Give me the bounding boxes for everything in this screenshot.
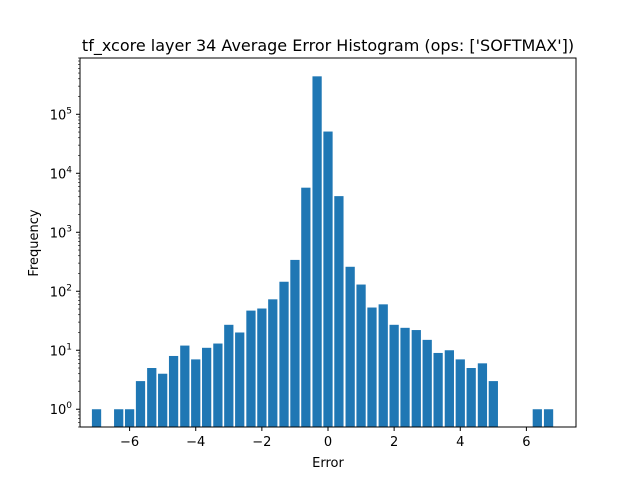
y-tick-label: 100 bbox=[50, 401, 73, 418]
histogram-bar bbox=[312, 76, 322, 428]
histogram-bar bbox=[268, 299, 278, 427]
x-tick-label: −6 bbox=[120, 435, 139, 450]
histogram-bar bbox=[301, 187, 311, 427]
histogram-bar bbox=[191, 359, 201, 427]
y-axis-label: Frequency bbox=[27, 209, 42, 276]
histogram-bar bbox=[257, 308, 267, 427]
x-tick-label: 6 bbox=[522, 435, 530, 450]
histogram-bar bbox=[356, 284, 366, 427]
histogram-bar bbox=[180, 345, 190, 427]
y-tick-label: 104 bbox=[50, 165, 73, 182]
y-tick-label: 102 bbox=[50, 283, 72, 300]
histogram-bar bbox=[224, 324, 234, 427]
x-tick-label: 0 bbox=[324, 435, 332, 450]
histogram-bar bbox=[114, 409, 124, 427]
x-tick-label: 4 bbox=[456, 435, 464, 450]
histogram-bar bbox=[532, 409, 542, 427]
y-tick-label: 103 bbox=[50, 224, 72, 241]
histogram-bar bbox=[444, 350, 454, 427]
histogram-bar bbox=[147, 368, 157, 427]
histogram-bar bbox=[246, 310, 256, 427]
x-tick-label: −2 bbox=[252, 435, 271, 450]
x-tick-label: −4 bbox=[186, 435, 205, 450]
histogram-bar bbox=[543, 409, 554, 427]
histogram-bar bbox=[279, 281, 289, 427]
histogram-bar bbox=[367, 307, 377, 427]
histogram-bar bbox=[202, 347, 212, 427]
histogram-bar bbox=[455, 359, 465, 427]
x-tick-label: 2 bbox=[390, 435, 398, 450]
histogram-bar bbox=[477, 363, 488, 427]
histogram-bar bbox=[158, 373, 168, 427]
histogram-bar bbox=[488, 381, 498, 427]
histogram-bar bbox=[235, 332, 245, 427]
histogram-bar bbox=[91, 409, 102, 427]
histogram-bar bbox=[411, 330, 421, 427]
histogram-bar bbox=[422, 339, 432, 427]
chart-title: tf_xcore layer 34 Average Error Histogra… bbox=[82, 36, 574, 56]
histogram-bar bbox=[290, 259, 300, 427]
x-axis-label: Error bbox=[312, 456, 344, 471]
histogram-bar bbox=[135, 381, 146, 427]
y-tick-label: 105 bbox=[50, 106, 72, 123]
y-axis-ticks: 100 101 102 103 104 105 bbox=[50, 57, 80, 428]
histogram-bar bbox=[345, 266, 355, 427]
histogram-bar bbox=[213, 343, 223, 427]
y-tick-label: 101 bbox=[50, 342, 72, 359]
histogram-bar bbox=[389, 324, 399, 427]
histogram-bar bbox=[400, 327, 410, 427]
histogram-bar bbox=[168, 355, 179, 427]
histogram-bar bbox=[433, 352, 443, 427]
histogram-bar bbox=[323, 131, 333, 427]
bars-group bbox=[91, 76, 554, 428]
histogram-bar bbox=[378, 304, 388, 427]
histogram-bar bbox=[334, 196, 344, 427]
x-axis-ticks: −6 −4 −2 0 2 4 6 bbox=[120, 427, 531, 450]
histogram-bar bbox=[466, 368, 476, 427]
histogram-bar bbox=[124, 409, 135, 427]
